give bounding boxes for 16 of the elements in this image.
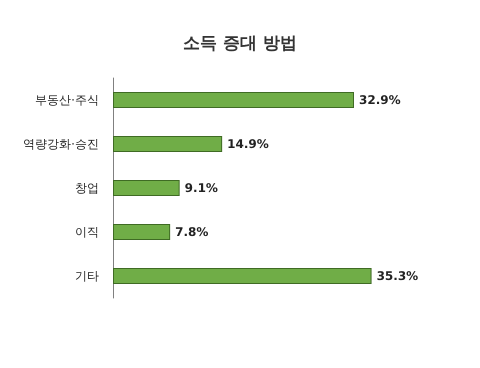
bar bbox=[113, 136, 222, 152]
data-label: 14.9% bbox=[227, 137, 269, 151]
data-label: 7.8% bbox=[175, 225, 208, 239]
data-label: 32.9% bbox=[358, 93, 401, 107]
y-tick-label: 부동산·주식 bbox=[35, 93, 99, 107]
chart-title: 소득 증대 방법 bbox=[183, 34, 297, 54]
y-tick-label: 역량강화·승진 bbox=[23, 137, 99, 151]
bar bbox=[113, 180, 180, 196]
data-label: 35.3% bbox=[376, 269, 418, 283]
bar bbox=[113, 92, 354, 108]
y-tick-label: 기타 bbox=[75, 269, 99, 283]
bar bbox=[113, 268, 372, 284]
y-tick-label: 창업 bbox=[75, 181, 99, 195]
data-label: 9.1% bbox=[184, 181, 218, 195]
bar bbox=[113, 224, 170, 240]
y-tick-label: 이직 bbox=[75, 225, 99, 239]
